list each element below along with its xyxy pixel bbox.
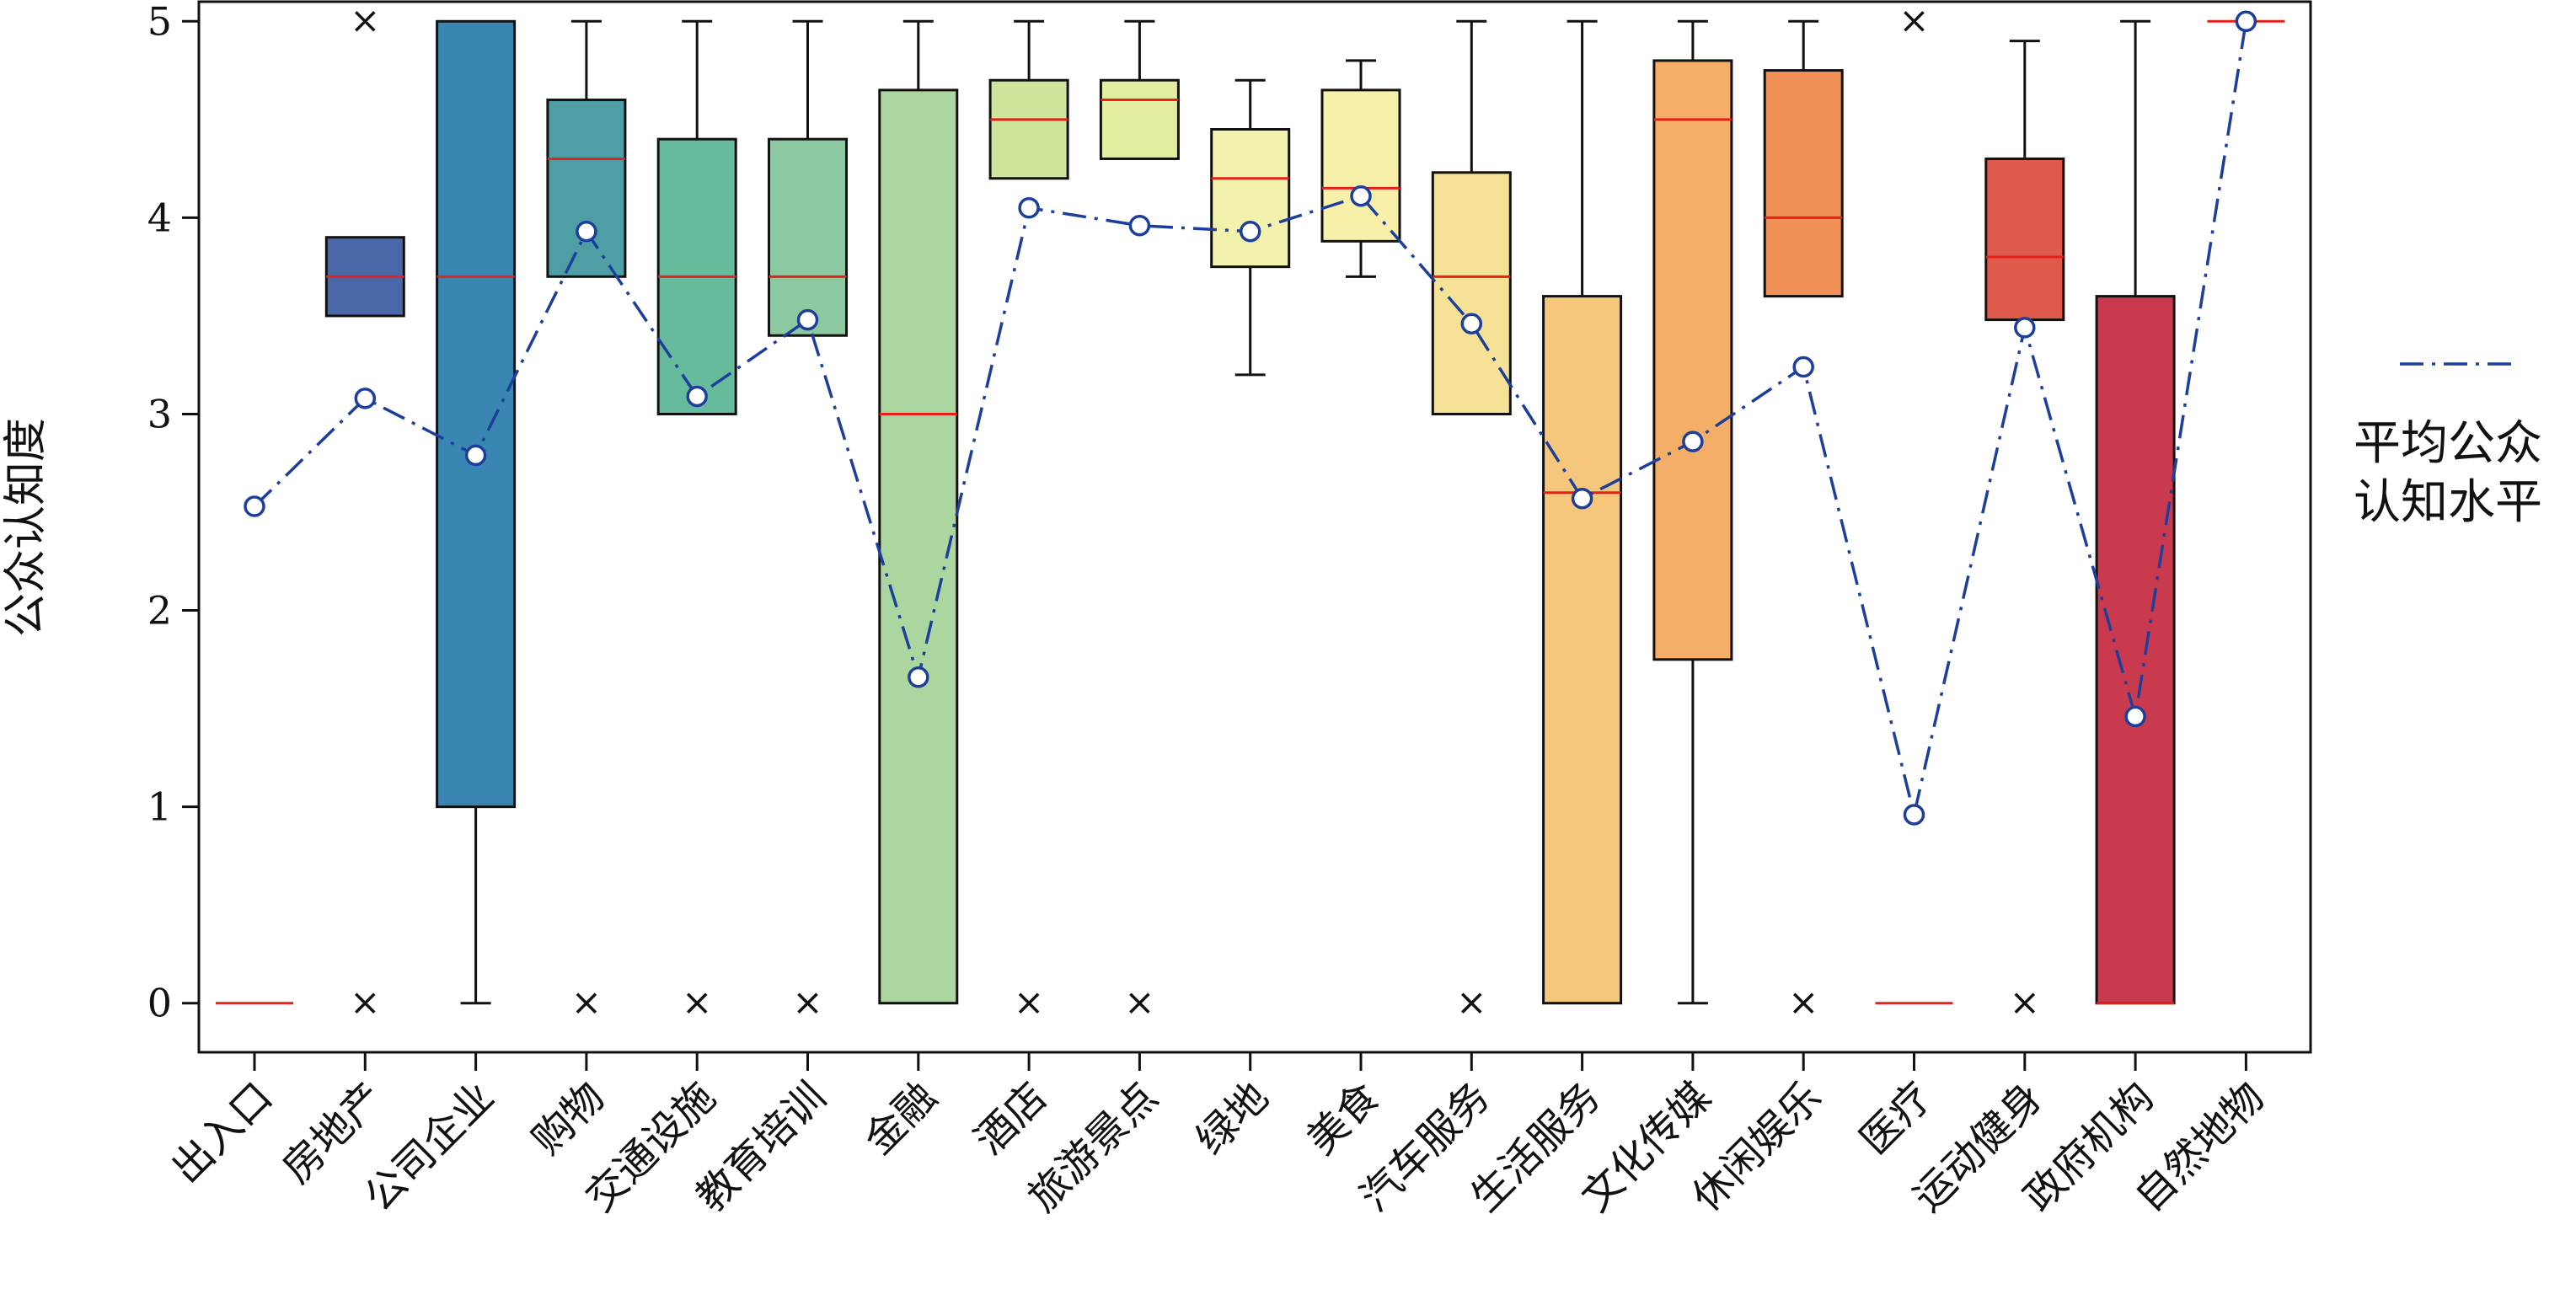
- mean-point: [244, 495, 265, 517]
- outlier-stroke: [576, 992, 597, 1014]
- outlier-marker: [1129, 992, 1150, 1014]
- outlier-stroke: [355, 11, 376, 32]
- mean-point: [464, 444, 487, 467]
- outlier-marker: [2014, 992, 2036, 1014]
- box-body: [878, 88, 959, 1005]
- outlier-marker: [797, 992, 818, 1014]
- mean-point: [1128, 214, 1151, 237]
- y-tick-label: 5: [147, 0, 172, 44]
- box-body: [768, 137, 848, 337]
- box-10: [1320, 59, 1401, 278]
- outlier-stroke: [686, 992, 708, 1014]
- outlier-stroke: [355, 992, 376, 1014]
- box-body: [1431, 171, 1512, 415]
- box-14: [1763, 19, 1844, 1014]
- outlier-stroke: [1018, 992, 1040, 1014]
- y-tick-label: 1: [147, 784, 172, 830]
- y-tick-label: 4: [147, 195, 172, 240]
- box-body: [1210, 128, 1291, 269]
- outlier-marker: [355, 11, 376, 32]
- box-12: [1542, 19, 1623, 1005]
- x-tick-label: 绿地: [1187, 1073, 1277, 1163]
- box-6: [878, 19, 959, 1005]
- box-body: [1099, 78, 1180, 160]
- outlier-stroke: [1792, 992, 1814, 1014]
- legend-label: 认知水平: [2354, 475, 2542, 530]
- box-3: [546, 19, 627, 1014]
- mean-point: [1792, 356, 1814, 378]
- box-body: [436, 19, 517, 809]
- x-tick-label: 酒店: [966, 1073, 1056, 1163]
- outlier-marker: [1904, 11, 1925, 32]
- x-tick-label: 出入口: [163, 1073, 281, 1192]
- box-body: [2095, 295, 2176, 1005]
- plot-frame: [197, 0, 2312, 1054]
- mean-point: [686, 385, 708, 408]
- box-8: [1099, 19, 1180, 1014]
- mean-point: [1018, 196, 1040, 219]
- box-2: [436, 19, 517, 1005]
- x-tick-label: 购物: [523, 1073, 613, 1163]
- outlier-stroke: [1904, 11, 1925, 32]
- outlier-stroke: [2014, 992, 2036, 1014]
- mean-point: [1903, 804, 1925, 826]
- outlier-marker: [686, 992, 708, 1014]
- mean-point: [908, 666, 929, 688]
- box-body: [1763, 69, 1844, 298]
- x-tick-label: 医疗: [1850, 1073, 1941, 1163]
- box-13: [1652, 19, 1733, 1005]
- box-17: [2095, 19, 2176, 1005]
- mean-point: [354, 388, 377, 409]
- mean-point: [2124, 705, 2146, 728]
- outlier-marker: [1018, 992, 1040, 1014]
- x-tick-label: 美食: [1298, 1073, 1388, 1163]
- box-body: [1984, 157, 2065, 322]
- box-body: [546, 99, 627, 278]
- mean-series: [244, 10, 2257, 826]
- y-tick-label: 3: [147, 391, 172, 436]
- box-body: [1542, 295, 1623, 1005]
- box-16: [1984, 40, 2065, 1014]
- box-7: [988, 19, 1069, 1014]
- outlier-marker: [576, 992, 597, 1014]
- mean-point: [1682, 431, 1704, 452]
- x-tick-label: 金融: [855, 1073, 945, 1163]
- mean-point: [796, 308, 819, 331]
- y-axis-title: 公众认知度: [1, 418, 51, 637]
- y-tick-label: 2: [147, 588, 172, 634]
- mean-point: [1239, 220, 1261, 243]
- mean-point: [1571, 487, 1593, 510]
- mean-point: [2014, 317, 2036, 339]
- outlier-stroke: [1461, 992, 1482, 1014]
- mean-point: [576, 220, 597, 243]
- box-11: [1431, 19, 1512, 1014]
- y-axis: 0 1 2 3 4 5: [147, 0, 199, 1026]
- outlier-marker: [1792, 992, 1814, 1014]
- box-15: [1875, 11, 1953, 1005]
- box-9: [1210, 78, 1291, 377]
- mean-point: [1350, 185, 1372, 207]
- mean-point: [2235, 10, 2257, 33]
- outlier-stroke: [1129, 992, 1150, 1014]
- outlier-stroke: [797, 992, 818, 1014]
- mean-point: [1460, 313, 1483, 335]
- box-1: [324, 11, 405, 1014]
- box-4: [656, 19, 737, 1014]
- legend-label: 平均公众: [2354, 416, 2542, 471]
- box-body: [1320, 88, 1401, 243]
- outlier-marker: [355, 992, 376, 1014]
- box-5: [768, 19, 848, 1014]
- box-group: [216, 11, 2285, 1014]
- box-body: [988, 78, 1069, 180]
- box-body: [1652, 59, 1733, 661]
- outlier-marker: [1461, 992, 1482, 1014]
- y-tick-label: 0: [147, 981, 172, 1026]
